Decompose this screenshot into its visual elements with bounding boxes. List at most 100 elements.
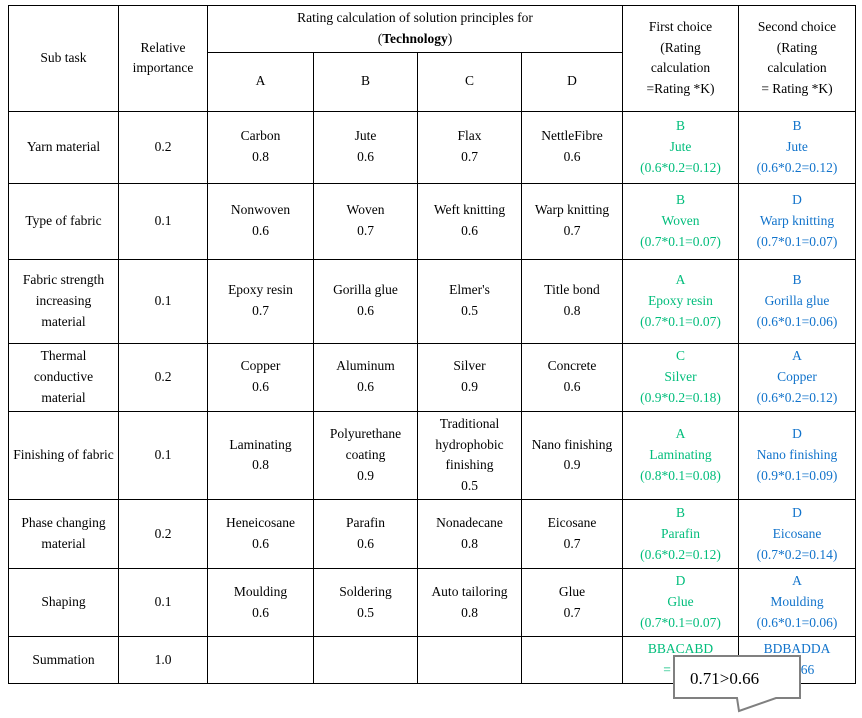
choice-name: Eicosane [772,525,822,541]
option-name: Parafin [346,515,385,531]
second-choice-cell: D Nano finishing (0.9*0.1=0.09) [738,410,856,501]
option-rating: 0.5 [461,303,478,319]
subtask-label: Finishing of fabric [8,410,119,501]
choice-name: Laminating [649,446,712,462]
choice-letter: B [675,117,685,133]
option-name: Heneicosane [226,515,295,531]
choice-calc: (0.7*0.1=0.07) [640,313,721,329]
option-rating: 0.6 [252,379,269,395]
first-choice-cell: A Epoxy resin (0.7*0.1=0.07) [622,258,739,344]
option-name: Jute [354,128,377,144]
option-a-cell: Moulding 0.6 [207,568,314,638]
table-row: Fabric strength increasing material 0.1 … [8,258,856,344]
empty-cell [313,636,418,685]
empty-cell [417,636,522,685]
choice-letter: B [792,271,802,287]
option-d-cell: Concrete 0.6 [521,342,623,412]
option-rating: 0.6 [563,379,581,395]
total-letters: BDBADDA [763,641,831,657]
choice-name: Glue [667,594,694,610]
choice-letter: D [792,504,802,520]
choice-calc: (0.7*0.1=0.07) [640,615,721,631]
first-choice-cell: D Glue (0.7*0.1=0.07) [622,568,739,638]
second-choice-line: calculation [767,60,827,76]
choice-name: Jute [786,138,808,154]
choice-letter: C [675,347,685,363]
option-name: Soldering [339,583,392,599]
choice-calc: (0.7*0.1=0.07) [640,233,721,249]
header-sub-task: Sub task [8,5,119,112]
importance-value: 0.2 [118,110,208,184]
option-name: Gorilla glue [333,282,398,298]
option-rating: 0.5 [357,604,374,620]
option-name: Epoxy resin [228,282,293,298]
option-a-cell: Copper 0.6 [207,342,314,412]
option-name: Moulding [233,583,288,599]
rating-technology-line: (Technology) [212,29,618,50]
option-rating: 0.6 [252,536,269,552]
option-name: Nonadecane [436,515,503,531]
first-choice-line: =Rating *K) [646,81,715,97]
option-d-cell: Nano finishing 0.9 [521,410,623,501]
technology-label: Technology [382,30,448,46]
option-rating: 0.6 [357,303,374,319]
choice-letter: A [792,347,802,363]
option-d-cell: Warp knitting 0.7 [521,182,623,260]
option-b-cell: Woven 0.7 [313,182,418,260]
subtask-label: Type of fabric [8,182,119,260]
option-rating: 0.7 [252,303,269,319]
paren-open: ( [377,30,383,46]
table-row: Finishing of fabric 0.1 Laminating 0.8 Po… [8,410,856,501]
option-name: Elmer's [449,282,490,298]
option-name: Flax [457,128,482,144]
choice-letter: D [675,573,686,589]
option-rating: 0.8 [461,536,478,552]
second-choice-cell: B Gorilla glue (0.6*0.1=0.06) [738,258,856,344]
subtask-label: Shaping [8,568,119,638]
option-rating: 0.6 [252,223,269,239]
option-c-cell: Auto tailoring 0.8 [417,568,522,638]
choice-letter: A [675,426,686,442]
total-letters: BBACABD [647,641,714,657]
choice-letter: D [792,426,802,442]
option-rating: 0.8 [563,303,581,319]
first-choice-line: First choice [648,18,713,34]
option-rating: 0.6 [563,149,581,165]
option-a-cell: Nonwoven 0.6 [207,182,314,260]
option-rating: 0.8 [252,457,269,473]
header-first-choice: First choice (Rating calculation =Rating… [622,5,739,112]
option-a-cell: Laminating 0.8 [207,410,314,501]
option-name: Concrete [547,358,597,374]
option-b-cell: Aluminum 0.6 [313,342,418,412]
second-choice-line: = Rating *K) [761,81,833,97]
option-c-cell: Nonadecane 0.8 [417,499,522,570]
choice-name: Gorilla glue [764,292,830,308]
choice-letter: D [792,191,802,207]
choice-calc: (0.7*0.2=0.14) [756,546,838,562]
first-choice-line: (Rating [660,39,701,55]
choice-letter: A [675,271,686,287]
option-rating: 0.7 [563,223,581,239]
subtask-label: Thermal conductive material [8,342,119,412]
option-d-cell: Title bond 0.8 [521,258,623,344]
table-row: Yarn material 0.2 Carbon 0.8 Jute 0.6 Flax… [8,110,856,184]
option-d-cell: Glue 0.7 [521,568,623,638]
second-choice-cell: B Jute (0.6*0.2=0.12) [738,110,856,184]
header-option-c: C [417,51,522,112]
option-rating: 0.7 [357,223,374,239]
option-name: NettleFibre [541,128,603,144]
choice-letter: B [792,117,802,133]
header-relative-importance: Relative importance [118,5,208,112]
importance-value: 0.2 [118,499,208,570]
option-name: Copper [240,358,281,374]
first-choice-cell: B Parafin (0.6*0.2=0.12) [622,499,739,570]
option-rating: 0.6 [357,536,374,552]
first-choice-cell: B Woven (0.7*0.1=0.07) [622,182,739,260]
importance-value: 0.1 [118,410,208,501]
choice-letter: B [675,191,685,207]
empty-cell [207,636,314,685]
option-c-cell: Flax 0.7 [417,110,522,184]
option-name: Auto tailoring [431,583,508,599]
choice-name: Moulding [770,594,824,610]
table-row: Shaping 0.1 Moulding 0.6 Soldering 0.5 Aut… [8,568,856,638]
